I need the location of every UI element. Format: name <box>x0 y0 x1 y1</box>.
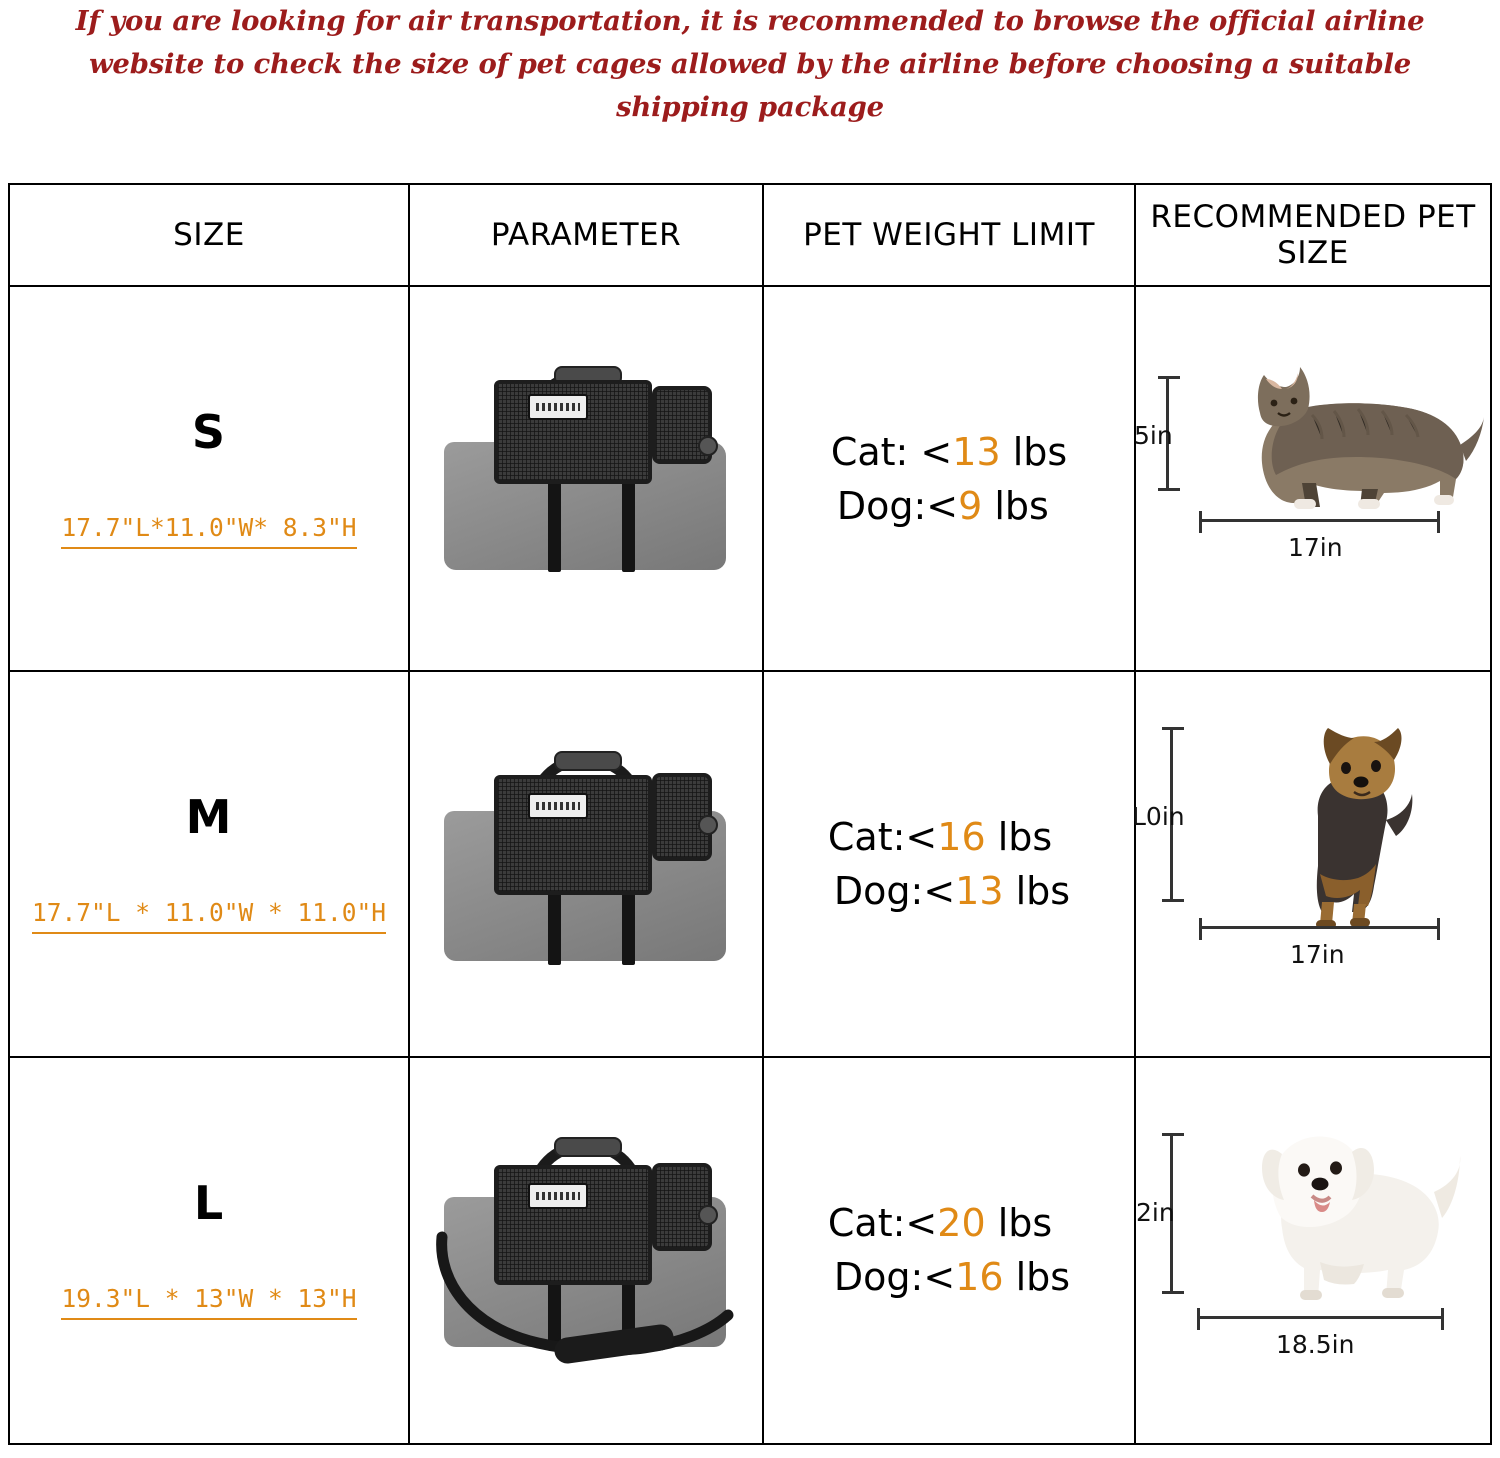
weight-limit-dog: Dog:<13 lbs <box>833 868 1071 913</box>
size-cell-m: M 17.7"L * 11.0"W * 11.0"H <box>10 672 410 1056</box>
yorkshire-terrier-illustration <box>1316 727 1413 929</box>
pet-height-dimension-line <box>1162 1133 1184 1295</box>
bag-brand-label <box>528 1183 588 1210</box>
pet-height-dimension-line <box>1162 726 1184 902</box>
bag-zipper-pull <box>698 435 718 456</box>
weight-limit-cat: Cat:<16 lbs <box>827 814 1053 859</box>
pet-length-dimension-line <box>1199 510 1440 533</box>
column-header-pet-weight-limit: PET WEIGHT LIMIT <box>764 185 1136 285</box>
bag-brand-label <box>528 792 588 819</box>
pet-height-label: 5in <box>1134 420 1173 450</box>
pet-size-cell-l: 2in 18.5in <box>1136 1058 1490 1443</box>
bag-mesh-panel <box>494 379 652 484</box>
weight-cell-s: Cat: <13 lbs Dog:<9 lbs <box>764 286 1136 671</box>
pet-length-label: 18.5in <box>1276 1330 1355 1360</box>
table-row: L 19.3"L * 13"W * 13"H <box>10 1057 1490 1444</box>
column-header-size: SIZE <box>10 185 410 285</box>
pet-length-label: 17in <box>1288 532 1343 562</box>
size-letter: L <box>193 1176 225 1231</box>
pet-height-label: L0in <box>1132 801 1185 831</box>
size-dimensions: 19.3"L * 13"W * 13"H <box>61 1284 357 1321</box>
size-dimensions: 17.7"L * 11.0"W * 11.0"H <box>31 898 386 934</box>
pet-carrier-bag-icon <box>436 1135 736 1366</box>
weight-limit-dog: Dog:<16 lbs <box>833 1255 1071 1300</box>
bag-handle-grip <box>554 1137 622 1158</box>
parameter-cell-s <box>410 286 764 671</box>
table-row: S 17.7"L*11.0"W* 8.3"H <box>10 286 1490 673</box>
pet-length-dimension-line <box>1199 917 1440 940</box>
size-chart-table: SIZE PARAMETER PET WEIGHT LIMIT RECOMMEN… <box>8 183 1492 1445</box>
pet-length-dimension-line <box>1197 1308 1444 1331</box>
tabby-cat-illustration <box>1257 366 1484 509</box>
table-header-row: SIZE PARAMETER PET WEIGHT LIMIT RECOMMEN… <box>10 185 1490 287</box>
bag-mesh-side-panel <box>652 1163 712 1252</box>
size-letter: M <box>185 789 233 844</box>
column-header-parameter-label: PARAMETER <box>490 216 682 253</box>
pet-size-cell-m: L0in 17in <box>1132 672 1490 1055</box>
bag-handle-grip <box>554 750 622 771</box>
weight-cell-m: Cat:<16 lbs Dog:<13 lbs <box>764 672 1136 1056</box>
pet-size-cell-s: 5in 17in <box>1134 287 1490 670</box>
column-header-recommended-pet-size: RECOMMENDED PET SIZE <box>1136 185 1490 285</box>
bag-shoulder-strap <box>436 1231 734 1357</box>
pet-height-label: 2in <box>1136 1198 1175 1228</box>
weight-limit-text: Cat:<20 lbs Dog:<16 lbs <box>828 1196 1070 1304</box>
column-header-size-label: SIZE <box>173 216 245 253</box>
bag-mesh-side-panel <box>652 385 712 464</box>
size-cell-l: L 19.3"L * 13"W * 13"H <box>10 1057 410 1444</box>
weight-limit-text: Cat:<16 lbs Dog:<13 lbs <box>828 810 1070 918</box>
bag-mesh-side-panel <box>652 772 712 861</box>
table-row: M 17.7"L * 11.0"W * 11.0"H <box>10 672 1490 1058</box>
column-header-parameter: PARAMETER <box>410 185 764 285</box>
weight-cell-l: Cat:<20 lbs Dog:<16 lbs <box>764 1057 1136 1444</box>
weight-limit-cat: Cat:<20 lbs <box>827 1201 1053 1246</box>
size-dimensions: 17.7"L*11.0"W* 8.3"H <box>61 513 357 549</box>
pet-carrier-bag-icon <box>436 749 736 979</box>
weight-limit-cat: Cat: <13 lbs <box>830 429 1068 474</box>
size-cell-s: S 17.7"L*11.0"W* 8.3"H <box>10 286 410 671</box>
white-maltipoo-illustration <box>1262 1136 1461 1301</box>
bag-zipper-pull <box>698 1205 718 1226</box>
column-header-pet-weight-limit-label: PET WEIGHT LIMIT <box>803 216 1095 253</box>
bag-zipper-pull <box>698 814 718 835</box>
pet-height-dimension-line <box>1158 375 1180 491</box>
parameter-cell-m <box>410 672 764 1056</box>
pet-length-label: 17in <box>1290 939 1345 969</box>
weight-limit-dog: Dog:<9 lbs <box>836 483 1049 528</box>
weight-limit-text: Cat: <13 lbs Dog:<9 lbs <box>831 425 1067 533</box>
bag-brand-label <box>528 393 588 420</box>
pet-carrier-bag-icon <box>436 364 736 594</box>
headline-note: If you are looking for air transportatio… <box>75 5 1425 123</box>
size-letter: S <box>191 404 227 459</box>
column-header-recommended-pet-size-label: RECOMMENDED PET SIZE <box>1150 198 1476 271</box>
parameter-cell-l <box>410 1057 764 1444</box>
